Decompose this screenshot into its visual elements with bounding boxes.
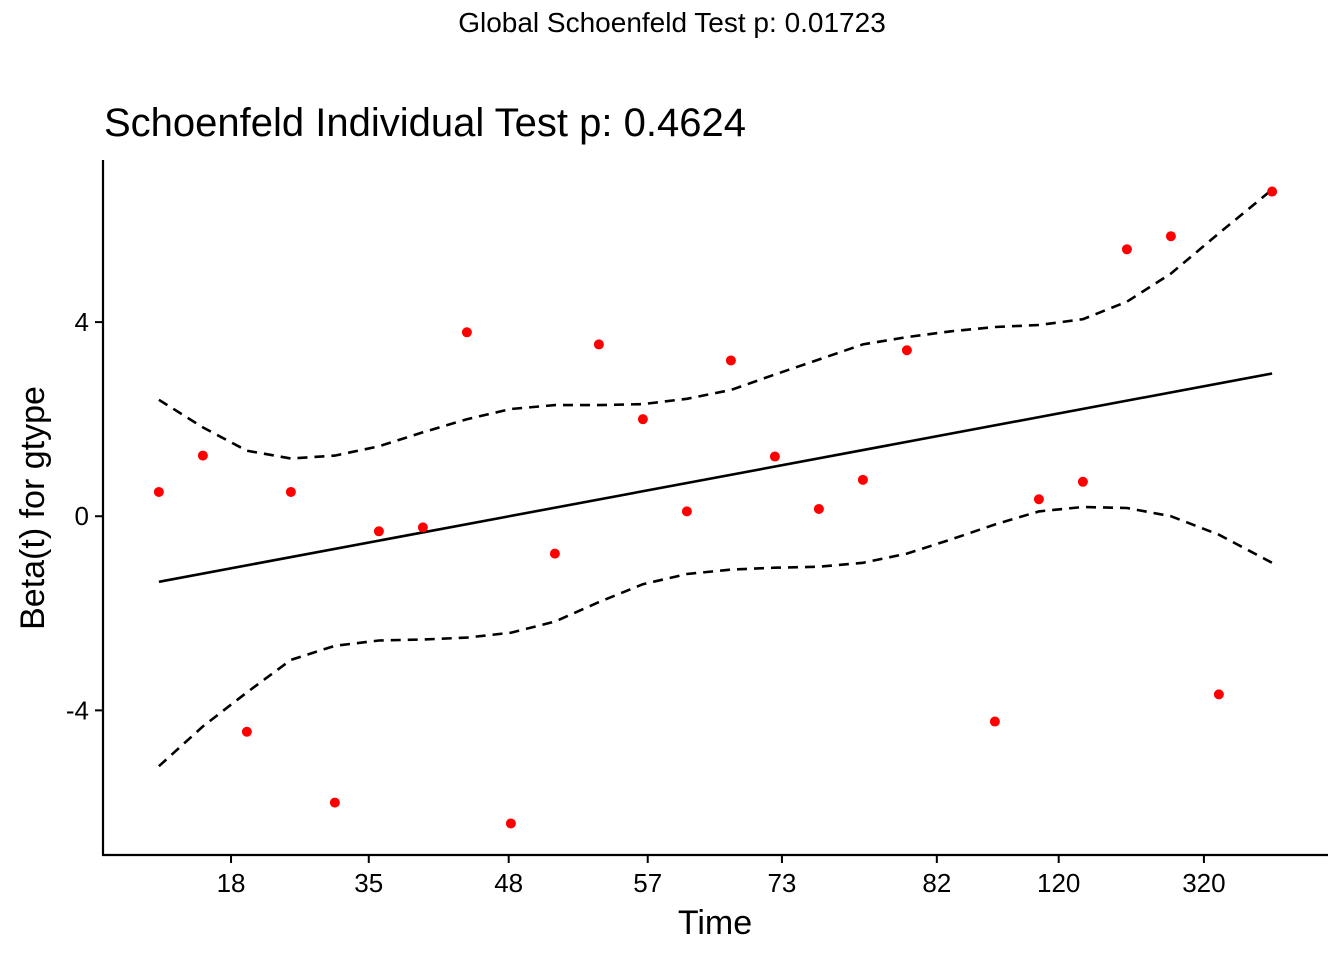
x-axis-title: Time (678, 904, 752, 942)
suptitle: Global Schoenfeld Test p: 0.01723 (458, 7, 886, 38)
residual-point (637, 414, 648, 425)
residual-point (373, 526, 384, 537)
confidence-band (158, 505, 1273, 768)
y-tick-label: 4 (75, 307, 89, 337)
confidence-band (158, 188, 1273, 460)
residual-point (241, 726, 252, 737)
residual-point (1213, 689, 1224, 700)
residual-point (1267, 186, 1278, 197)
x-tick-label: 35 (354, 868, 383, 898)
residual-point (769, 451, 780, 462)
y-tick-label: 0 (75, 501, 89, 531)
chart-title: Schoenfeld Individual Test p: 0.4624 (104, 101, 746, 145)
residual-point (153, 486, 164, 497)
y-tick-label: -4 (66, 695, 89, 725)
residual-point (1121, 244, 1132, 255)
fit-line (158, 372, 1273, 584)
x-tick-label: 57 (633, 868, 662, 898)
residual-point (329, 797, 340, 808)
residual-point (461, 327, 472, 338)
residual-point (285, 486, 296, 497)
x-tick-label: 82 (922, 868, 951, 898)
residual-point (549, 548, 560, 559)
residual-point (593, 339, 604, 350)
x-tick-label: 73 (767, 868, 796, 898)
residual-point (417, 522, 428, 533)
x-tick-label: 120 (1037, 868, 1080, 898)
residual-point (857, 474, 868, 485)
residual-point (725, 355, 736, 366)
residual-point (681, 506, 692, 517)
residual-point (901, 345, 912, 356)
residual-point (813, 503, 824, 514)
residual-point (1033, 494, 1044, 505)
residual-point (989, 716, 1000, 727)
residual-point (197, 450, 208, 461)
residual-point (1165, 231, 1176, 242)
residual-point (1077, 476, 1088, 487)
x-tick-label: 320 (1182, 868, 1225, 898)
x-tick-label: 18 (217, 868, 246, 898)
x-tick-label: 48 (494, 868, 523, 898)
residual-point (505, 818, 516, 829)
y-axis-title: Beta(t) for gtype (14, 386, 52, 630)
